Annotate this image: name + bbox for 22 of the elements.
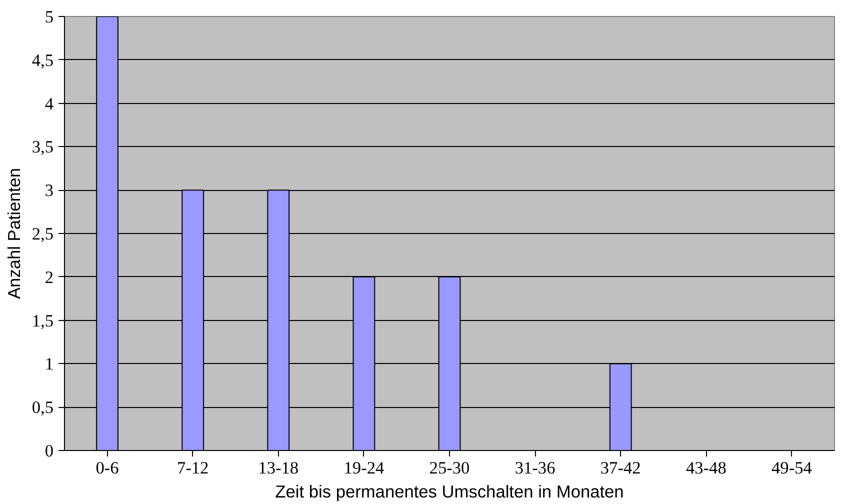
x-axis-title: Zeit bis permanentes Umschalten in Monaten — [275, 482, 624, 502]
x-tick-label: 31-36 — [514, 458, 556, 478]
x-tick-label: 37-42 — [600, 458, 641, 478]
y-tick-label: 1 — [44, 354, 54, 374]
y-axis-title: Anzahl Patienten — [4, 168, 24, 300]
x-tick-label: 49-54 — [772, 458, 812, 478]
y-tick-label: 4 — [44, 94, 54, 114]
x-tick-label: 0-6 — [96, 458, 120, 478]
y-tick-label: 4,5 — [32, 50, 54, 70]
y-tick-label: 1,5 — [32, 311, 54, 330]
x-tick-label: 25-30 — [429, 458, 470, 478]
y-tick-label: 0,5 — [32, 398, 54, 418]
x-tick-label: 43-48 — [686, 458, 726, 478]
y-tick-label: 3 — [44, 181, 54, 200]
x-tick-label: 13-18 — [258, 458, 299, 478]
y-tick-label: 0 — [44, 442, 54, 460]
y-tick-label: 3,5 — [32, 138, 54, 157]
y-tick-label: 5 — [44, 8, 54, 26]
y-tick-label: 2,5 — [32, 224, 54, 244]
x-tick-label: 19-24 — [344, 458, 384, 478]
x-tick-label: 7-12 — [176, 458, 209, 478]
y-tick-label: 2 — [44, 268, 54, 287]
